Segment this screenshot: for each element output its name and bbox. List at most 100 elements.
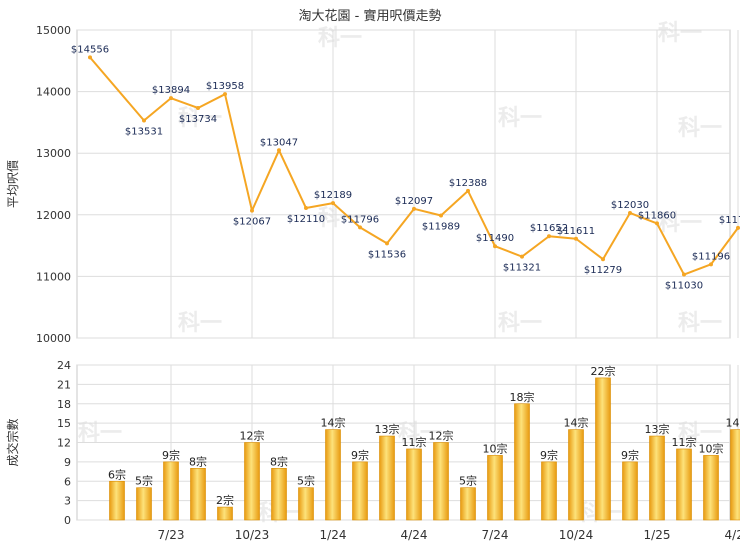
volume-bar [596, 378, 611, 520]
volume-bar [542, 462, 557, 520]
price-data-label: $11321 [503, 263, 541, 274]
price-data-point [142, 118, 146, 122]
volume-bar [731, 430, 740, 520]
volume-y-tick-label: 0 [64, 514, 71, 527]
volume-bar [434, 443, 449, 521]
volume-data-label: 5宗 [135, 474, 153, 488]
price-data-label: $11796 [341, 214, 379, 225]
price-data-point [682, 273, 686, 277]
price-y-tick-label: 11000 [36, 270, 71, 283]
price-data-label: $13894 [152, 85, 190, 96]
volume-data-label: 10宗 [483, 441, 508, 455]
volume-y-tick-label: 15 [57, 417, 71, 430]
volume-data-label: 12宗 [240, 429, 265, 443]
volume-data-label: 14宗 [564, 416, 589, 430]
x-tick-label: 1/25 [644, 528, 671, 542]
price-data-label: $12030 [611, 200, 649, 211]
volume-data-label: 14宗 [321, 416, 346, 430]
price-data-point [709, 262, 713, 266]
price-data-point [736, 226, 740, 230]
x-tick-label: 7/23 [158, 528, 185, 542]
price-y-tick-label: 10000 [36, 332, 71, 345]
price-data-label: $11611 [557, 226, 595, 237]
watermark-text: 科一 [498, 106, 542, 131]
price-data-point [412, 207, 416, 211]
price-data-label: $13047 [260, 137, 298, 148]
watermark-text: 科一 [658, 21, 702, 46]
volume-y-tick-label: 24 [57, 359, 71, 372]
price-y-tick-label: 13000 [36, 147, 71, 160]
volume-data-label: 11宗 [402, 435, 427, 449]
price-data-point [223, 92, 227, 96]
price-data-point [88, 55, 92, 59]
volume-data-label: 9宗 [540, 448, 558, 462]
x-tick-label: 7/24 [482, 528, 509, 542]
price-data-label: $11196 [692, 251, 730, 262]
price-plot-frame [77, 30, 730, 338]
price-y-tick-label: 14000 [36, 86, 71, 99]
price-data-point [304, 206, 308, 210]
watermark-text: 科一 [498, 311, 542, 336]
volume-y-tick-label: 3 [64, 495, 71, 508]
volume-y-tick-label: 21 [57, 378, 71, 391]
price-y-axis-label: 平均呎價 [6, 160, 20, 208]
volume-y-tick-label: 9 [64, 456, 71, 469]
volume-bar [218, 507, 233, 520]
volume-y-tick-label: 12 [57, 437, 71, 450]
price-data-point [277, 148, 281, 152]
volume-data-label: 8宗 [270, 454, 288, 468]
price-line-panel: 100001100012000130001400015000平均呎價$14556… [6, 24, 740, 345]
volume-data-label: 22宗 [591, 364, 616, 378]
volume-data-label: 6宗 [108, 467, 126, 481]
volume-bar [569, 430, 584, 520]
volume-data-label: 18宗 [510, 390, 535, 404]
volume-bar [191, 468, 206, 520]
price-data-point [169, 96, 173, 100]
price-data-label: $11279 [584, 265, 622, 276]
volume-bar [164, 462, 179, 520]
price-data-point [358, 225, 362, 229]
x-tick-label: 10/23 [235, 528, 270, 542]
volume-bar [326, 430, 341, 520]
price-data-label: $12067 [233, 217, 271, 228]
price-data-label: $13531 [125, 126, 163, 137]
volume-bar [110, 481, 125, 520]
price-data-label: $12110 [287, 214, 325, 225]
volume-bar [380, 436, 395, 520]
volume-data-label: 5宗 [297, 474, 315, 488]
watermark-text: 科一 [678, 311, 722, 336]
volume-bar [272, 468, 287, 520]
volume-bar [407, 449, 422, 520]
price-data-label: $11030 [665, 281, 703, 292]
volume-data-label: 10宗 [699, 441, 724, 455]
volume-bar [623, 462, 638, 520]
x-tick-label: 1/24 [320, 528, 347, 542]
volume-bar [650, 436, 665, 520]
volume-bar [461, 488, 476, 520]
volume-bar [137, 488, 152, 520]
volume-y-tick-label: 6 [64, 475, 71, 488]
watermark-text: 科一 [178, 311, 222, 336]
volume-data-label: 9宗 [162, 448, 180, 462]
price-data-label: $11860 [638, 210, 676, 221]
price-data-label: $12189 [314, 190, 352, 201]
volume-bar [245, 443, 260, 521]
x-tick-label: 4/24 [401, 528, 428, 542]
volume-bar [677, 449, 692, 520]
price-data-label: $11788 [719, 215, 740, 226]
volume-bar [515, 404, 530, 520]
chart-title: 淘大花園 - 實用呎價走勢 [299, 8, 442, 24]
price-data-point [466, 189, 470, 193]
price-data-label: $11989 [422, 221, 460, 232]
price-data-label: $11490 [476, 233, 514, 244]
volume-bar [704, 455, 719, 520]
volume-data-label: 12宗 [429, 429, 454, 443]
price-data-point [574, 237, 578, 241]
volume-data-label: 13宗 [375, 422, 400, 436]
price-data-point [520, 255, 524, 259]
price-data-point [439, 213, 443, 217]
price-y-tick-label: 12000 [36, 209, 71, 222]
volume-data-label: 9宗 [621, 448, 639, 462]
volume-y-axis-label: 成交宗數 [5, 418, 20, 466]
